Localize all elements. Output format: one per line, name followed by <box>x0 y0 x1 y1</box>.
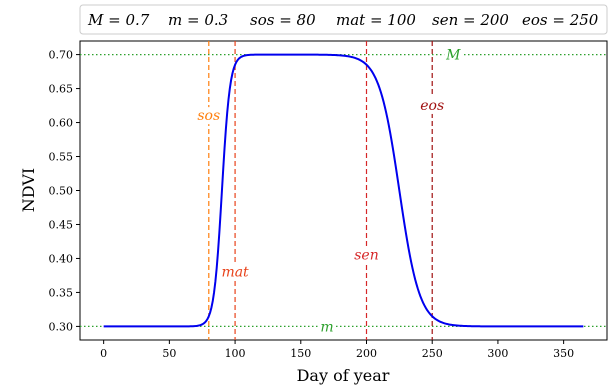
y-tick-label: 0.45 <box>49 218 74 231</box>
x-tick-label: 200 <box>356 347 377 360</box>
vline-label-mat: mat <box>221 264 249 280</box>
legend-entry-sos: sos = 80 <box>250 11 316 29</box>
x-tick-label: 50 <box>162 347 176 360</box>
legend-frame <box>79 4 608 35</box>
series-layer <box>103 53 584 328</box>
hline-label-bg <box>444 45 463 62</box>
plot-area <box>79 40 608 341</box>
y-tick-label: 0.70 <box>49 49 74 62</box>
vline-label-eos: eos <box>420 98 444 114</box>
x-axis: 0 50 100 150 200 250 300 350 <box>100 340 574 360</box>
y-tick-label: 0.60 <box>49 117 74 130</box>
legend-entry-sen: sen = 200 <box>432 11 509 29</box>
y-axis: 0.30 0.35 0.40 0.45 0.50 0.55 0.60 0.65 0.70 <box>49 49 80 333</box>
x-tick-label: 300 <box>487 347 508 360</box>
vline-label-bg <box>193 107 224 125</box>
ndvi-curve-0 <box>103 53 584 328</box>
y-tick-label: 0.35 <box>49 286 74 299</box>
hline-label-m: m <box>320 319 333 335</box>
legend-entry-m: m = 0.3 <box>168 11 228 29</box>
y-axis-title: NDVI <box>19 168 38 212</box>
hline-label-M: M <box>445 48 461 64</box>
x-tick-label: 0 <box>100 347 107 360</box>
x-tick-label: 100 <box>225 347 246 360</box>
reference-lines <box>80 41 607 340</box>
annotations: Mm sos mat sen eos <box>193 45 463 335</box>
x-tick-label: 250 <box>422 347 443 360</box>
legend-entry-mat: mat = 100 <box>336 11 416 29</box>
y-tick-label: 0.40 <box>49 252 74 265</box>
vline-label-bg <box>417 96 448 114</box>
params-legend: M = 0.7 m = 0.3 sos = 80 mat = 100 sen =… <box>79 4 608 35</box>
y-tick-label: 0.65 <box>49 83 74 96</box>
x-tick-label: 150 <box>290 347 311 360</box>
y-tick-label: 0.55 <box>49 151 74 164</box>
vline-label-sen: sen <box>354 247 379 263</box>
legend-entry-M: M = 0.7 <box>87 11 150 29</box>
x-axis-title: Day of year <box>297 366 390 385</box>
y-tick-label: 0.30 <box>49 320 74 333</box>
y-tick-label: 0.50 <box>49 185 74 198</box>
legend-entry-eos: eos = 250 <box>522 11 599 29</box>
vline-label-bg <box>351 246 382 264</box>
vline-label-sos: sos <box>197 108 220 124</box>
vline-label-bg <box>220 263 251 281</box>
x-tick-label: 350 <box>553 347 574 360</box>
hline-label-bg <box>318 317 337 334</box>
